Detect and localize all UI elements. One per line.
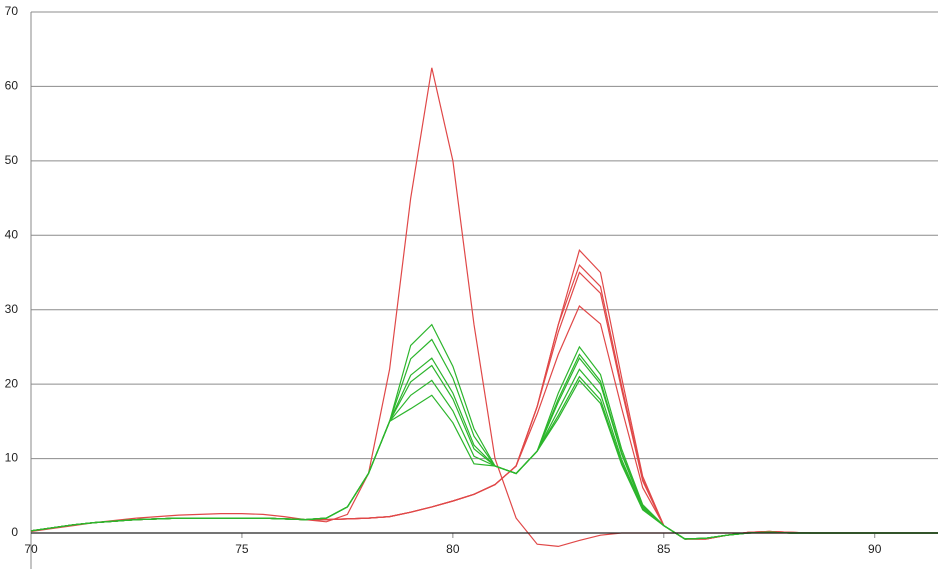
series-line — [30, 263, 938, 540]
y-tick-label: 0 — [11, 525, 18, 539]
x-tick-label: 85 — [657, 542, 671, 556]
series-line — [30, 271, 938, 540]
series-line — [30, 323, 938, 540]
y-tick-label: 50 — [5, 153, 19, 167]
series-line — [30, 338, 938, 540]
y-tick-label: 30 — [5, 302, 19, 316]
y-tick-label: 20 — [5, 376, 19, 390]
y-tick-label: 60 — [5, 79, 19, 93]
series-line — [30, 67, 938, 548]
x-tick-label: 80 — [446, 542, 460, 556]
series-line — [30, 379, 938, 540]
x-tick-label: 90 — [868, 542, 882, 556]
y-tick-label: 10 — [5, 451, 19, 465]
series-line — [30, 305, 938, 540]
y-tick-label: 40 — [5, 227, 19, 241]
y-tick-label: 70 — [5, 4, 19, 18]
x-tick-label: 75 — [235, 542, 249, 556]
